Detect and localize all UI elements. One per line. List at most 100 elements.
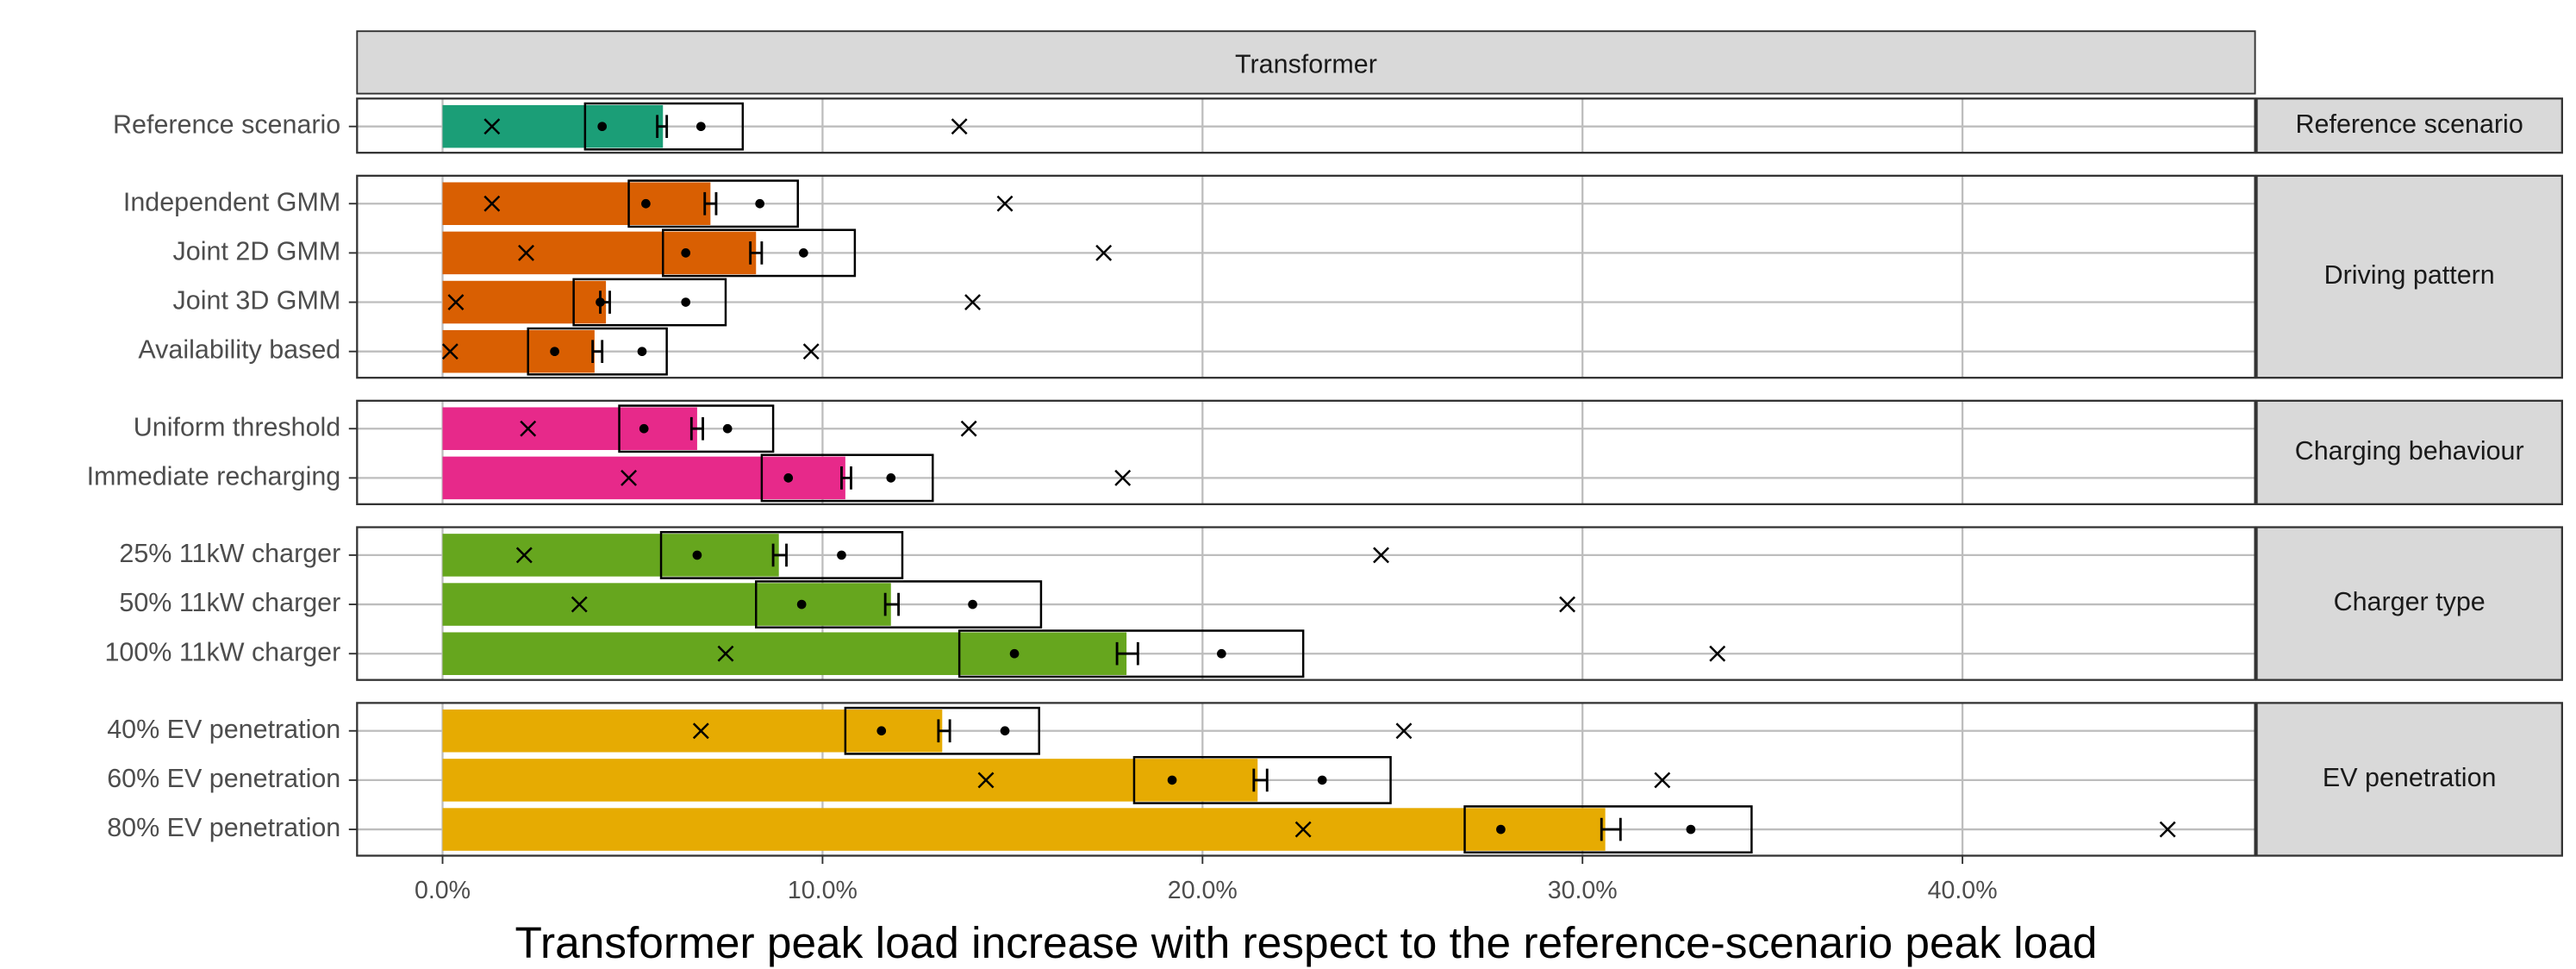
cross xyxy=(483,118,501,135)
point xyxy=(1217,648,1226,659)
bar xyxy=(442,280,607,324)
x-tick-label: 20.0% xyxy=(1168,877,1238,904)
panel-border xyxy=(356,174,2256,379)
cross xyxy=(1709,645,1726,662)
error-bar xyxy=(656,115,669,139)
cross xyxy=(1559,596,1576,613)
box xyxy=(1463,805,1753,853)
y-tick-label: Uniform threshold xyxy=(134,412,340,441)
bar xyxy=(442,583,891,626)
cross xyxy=(717,645,734,662)
bar xyxy=(442,231,757,275)
box xyxy=(583,102,745,151)
y-tick-label: 60% EV penetration xyxy=(107,764,340,793)
cross xyxy=(483,195,501,212)
error-bar xyxy=(1252,768,1269,792)
facet-strip xyxy=(356,30,2256,95)
facet-strip xyxy=(2255,526,2563,681)
x-axis-title: Transformer peak load increase with resp… xyxy=(515,917,2097,967)
cross xyxy=(1294,821,1312,838)
cross xyxy=(441,343,458,360)
bar xyxy=(442,104,664,148)
cross xyxy=(1654,772,1671,789)
error-bar xyxy=(883,592,901,616)
point xyxy=(692,550,702,560)
facet-label: Transformer xyxy=(1235,49,1377,78)
error-bar xyxy=(591,340,604,364)
box xyxy=(760,453,934,503)
point xyxy=(1000,726,1010,736)
panel-border xyxy=(356,97,2256,154)
facet-label: Driving pattern xyxy=(2324,260,2495,290)
cross xyxy=(996,195,1014,212)
box xyxy=(957,629,1305,678)
error-bar xyxy=(1115,641,1139,666)
facet-label: Reference scenario xyxy=(2296,109,2523,139)
y-tick-label: Immediate recharging xyxy=(87,461,341,491)
box xyxy=(618,404,775,453)
y-tick-label: Availability based xyxy=(138,335,340,365)
facet-label: Charger type xyxy=(2334,587,2486,616)
point xyxy=(796,599,807,610)
point xyxy=(1009,648,1020,659)
cross xyxy=(447,294,465,310)
point xyxy=(681,248,691,258)
cross xyxy=(621,469,638,486)
x-tick-label: 40.0% xyxy=(1928,877,1998,904)
y-tick-label: Reference scenario xyxy=(113,110,340,140)
point xyxy=(886,473,896,483)
point xyxy=(637,347,647,357)
panel-border xyxy=(356,399,2256,506)
y-tick-label: Independent GMM xyxy=(123,187,340,216)
bar xyxy=(442,182,711,225)
cross xyxy=(518,244,534,261)
box xyxy=(1132,756,1392,804)
cross xyxy=(1095,244,1113,261)
point xyxy=(968,599,977,610)
facet-label: Charging behaviour xyxy=(2295,436,2524,466)
box xyxy=(659,531,904,579)
cross xyxy=(1373,547,1389,564)
box xyxy=(627,179,799,228)
point xyxy=(596,297,605,307)
point xyxy=(641,198,651,209)
bar xyxy=(442,759,1258,802)
x-tick-label: 10.0% xyxy=(788,877,858,904)
y-tick-label: 40% EV penetration xyxy=(107,715,340,744)
cross xyxy=(515,547,533,564)
cross xyxy=(2159,821,2176,838)
bar xyxy=(442,407,697,450)
error-bar xyxy=(937,719,951,743)
cross xyxy=(1395,722,1413,740)
point xyxy=(1686,824,1696,835)
error-bar xyxy=(689,416,704,441)
point xyxy=(550,347,559,357)
cross xyxy=(1114,469,1132,486)
y-tick-label: 50% 11kW charger xyxy=(119,588,340,617)
y-tick-label: 100% 11kW charger xyxy=(104,637,340,666)
error-bar xyxy=(749,241,764,265)
point xyxy=(799,248,808,258)
point xyxy=(597,122,608,132)
point xyxy=(876,726,887,736)
error-bar xyxy=(840,466,852,490)
x-tick-label: 30.0% xyxy=(1548,877,1618,904)
facet-strip xyxy=(2255,702,2563,857)
bar xyxy=(442,534,779,577)
y-tick-label: 25% 11kW charger xyxy=(119,539,340,568)
facet-strip xyxy=(2255,399,2563,506)
point xyxy=(722,423,733,434)
box xyxy=(755,580,1043,628)
panel-border xyxy=(356,526,2256,681)
y-tick-label: Joint 2D GMM xyxy=(173,236,341,266)
point xyxy=(783,473,794,483)
error-bar xyxy=(703,191,718,216)
point xyxy=(1317,775,1327,785)
facet-label: EV penetration xyxy=(2323,763,2497,792)
bar xyxy=(442,329,595,373)
facet-strip xyxy=(2255,174,2563,379)
point xyxy=(1496,824,1506,835)
bar xyxy=(442,632,1127,675)
